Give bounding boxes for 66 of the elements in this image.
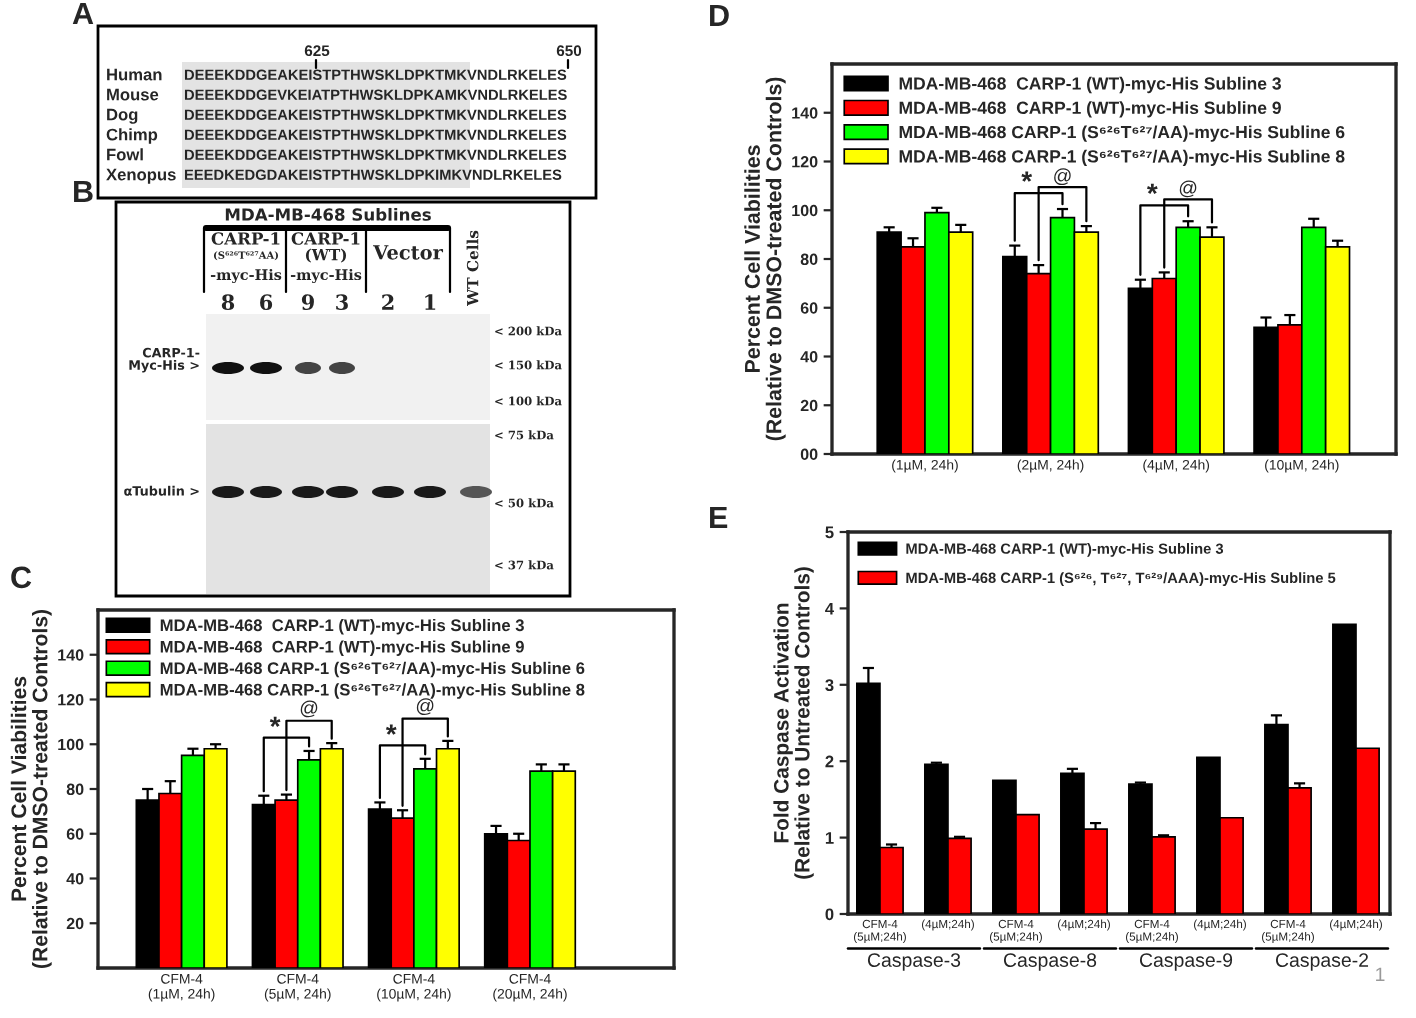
y-tick-label: 3 [825, 679, 834, 692]
text: 8 [221, 294, 235, 311]
text: Caspase-8 [1003, 953, 1097, 971]
annotation: * [385, 724, 397, 735]
text: 1 [425, 294, 436, 310]
y-tick-label: 1 [825, 832, 834, 844]
text: Xenopus [106, 168, 176, 184]
text: B [74, 180, 93, 202]
y-tick-label: 40 [66, 873, 84, 885]
y-tick-label: 4 [825, 602, 835, 615]
text: Human [107, 68, 162, 81]
text: A [72, 2, 94, 24]
text: CARP-1 [211, 232, 280, 245]
text: CARP-1 [291, 232, 360, 245]
legend-label: MDA-MB-468 CARP-1 (S⁶²⁶T⁶²⁷/AA)-myc-His Subline 6 [899, 125, 1345, 142]
annotation: * [1146, 183, 1158, 195]
text: 1 [1376, 967, 1385, 982]
y-axis-title: Percent Cell Viabilities (Relative to DMSO-treated Controls) [10, 609, 52, 968]
annotation: * [1021, 171, 1033, 182]
annotation: @ [1054, 168, 1071, 186]
legend-label: MDA-MB-468 CARP-1 (WT)-myc-His Subline 9 [160, 640, 524, 656]
annotation: @ [300, 700, 318, 718]
y-tick-label: 20 [66, 917, 84, 930]
y-axis-title: Percent Cell Viabilities (Relative to DMSO-treated Controls) [744, 77, 786, 441]
y-tick-label: 00 [800, 448, 818, 460]
legend-label: MDA-MB-468 CARP-1 (S⁶²⁶T⁶²⁷/AA)-myc-His Subline 8 [899, 149, 1345, 167]
text: Chimp [106, 128, 158, 144]
y-tick-label: 140 [58, 649, 84, 661]
text: Caspase-2 [1275, 953, 1369, 971]
legend-label: MDA-MB-468 CARP-1 (WT)-myc-His Subline 9 [899, 101, 1281, 118]
y-tick-label: 5 [825, 526, 834, 539]
y-tick-label: 100 [792, 204, 818, 217]
text: 6 [260, 294, 273, 311]
text: 3 [336, 294, 348, 311]
text: Vector [373, 245, 444, 260]
legend-label: MDA-MB-468 CARP-1 (S⁶²⁶T⁶²⁷/AA)-myc-His Subline 8 [160, 683, 585, 699]
annotation: @ [416, 698, 434, 716]
text: Caspase-3 [867, 953, 961, 971]
text: Caspase-9 [1139, 953, 1233, 971]
y-tick-label: 60 [66, 828, 84, 840]
text: Mouse [107, 88, 159, 101]
legend-label: MDA-MB-468 CARP-1 (WT)-myc-His Subline 3 [160, 618, 524, 635]
text: 2 [382, 294, 394, 310]
annotation: * [269, 716, 281, 727]
y-tick-label: 100 [58, 738, 84, 751]
y-tick-label: 120 [58, 694, 84, 706]
text: 9 [301, 294, 314, 311]
y-tick-label: 140 [792, 107, 818, 119]
chart-title: E [710, 506, 728, 528]
y-tick-label: 80 [800, 253, 818, 265]
y-tick-label: 20 [800, 399, 818, 412]
legend-label: MDA-MB-468 CARP-1 (WT)-myc-His Subline 3 [899, 76, 1281, 94]
chart-title: C [11, 566, 32, 589]
chart-title: D [710, 4, 729, 26]
annotation: @ [1179, 180, 1197, 198]
text: MDA-MB-468 Sublines [225, 207, 431, 221]
legend-label: MDA-MB-468 CARP-1 (S⁶²⁶T⁶²⁷/AA)-myc-His Subline 6 [160, 661, 585, 678]
y-tick-label: 80 [66, 783, 84, 795]
y-tick-label: 40 [800, 351, 818, 363]
y-tick-label: 60 [800, 302, 818, 314]
y-tick-label: 120 [792, 156, 818, 168]
text: Fowl [107, 148, 143, 161]
y-tick-label: 2 [825, 755, 834, 768]
y-tick-label: 0 [825, 908, 834, 921]
text: Dog [107, 108, 138, 124]
y-axis-title: Fold Caspase Activation (Relative to Untreated Controls) [773, 567, 814, 879]
